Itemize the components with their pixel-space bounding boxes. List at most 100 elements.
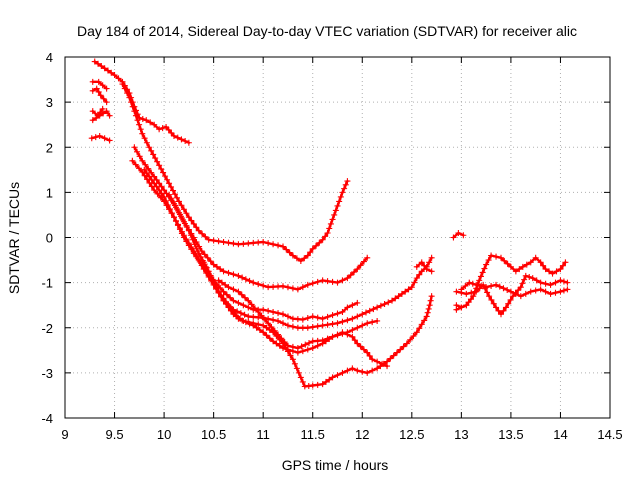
data-point-marker — [165, 126, 172, 133]
data-point-marker — [242, 294, 249, 301]
data-point-marker — [132, 112, 139, 119]
y-tick-label: 1 — [46, 185, 53, 200]
data-point-marker — [427, 297, 434, 304]
data-point-marker — [301, 255, 308, 262]
data-point-marker — [302, 341, 309, 348]
data-point-marker — [450, 234, 457, 241]
series-pass-19 — [458, 279, 571, 300]
data-point-marker — [230, 240, 237, 247]
data-point-marker — [124, 90, 131, 97]
data-point-marker — [165, 202, 172, 209]
data-point-marker — [293, 365, 300, 372]
data-point-marker — [270, 308, 277, 315]
data-point-marker — [479, 269, 486, 276]
data-point-marker — [141, 166, 148, 173]
data-point-marker — [143, 170, 150, 177]
data-point-marker — [424, 309, 431, 316]
data-point-marker — [504, 260, 511, 267]
data-point-marker — [225, 239, 232, 246]
data-point-marker — [537, 259, 544, 266]
data-point-marker — [351, 337, 358, 344]
data-point-marker — [334, 202, 341, 209]
data-point-marker — [500, 307, 507, 314]
data-point-marker — [168, 183, 175, 190]
data-point-marker — [405, 286, 412, 293]
data-point-marker — [93, 85, 100, 92]
data-point-marker — [220, 268, 227, 275]
data-point-marker — [146, 144, 153, 151]
x-tick-label: 10.5 — [201, 427, 226, 442]
data-point-marker — [314, 323, 321, 330]
data-point-marker — [374, 365, 381, 372]
data-point-marker — [349, 327, 356, 334]
data-point-marker — [532, 254, 539, 261]
data-point-marker — [344, 317, 351, 324]
data-point-marker — [289, 323, 296, 330]
data-point-marker — [398, 290, 405, 297]
data-point-marker — [512, 290, 519, 297]
data-point-marker — [389, 297, 395, 304]
data-point-marker — [390, 352, 397, 359]
data-point-marker — [316, 239, 323, 246]
data-point-marker — [185, 214, 192, 221]
data-point-marker — [136, 121, 143, 128]
data-point-marker — [193, 245, 200, 252]
data-point-marker — [304, 346, 311, 353]
data-point-marker — [369, 356, 376, 363]
data-point-marker — [183, 210, 190, 217]
data-point-marker — [369, 319, 376, 326]
y-tick-label: 0 — [46, 231, 53, 246]
data-point-marker — [275, 242, 282, 249]
data-point-marker — [425, 305, 432, 312]
data-point-marker — [455, 229, 462, 236]
data-point-marker — [493, 281, 500, 288]
y-tick-label: 3 — [46, 95, 53, 110]
data-point-marker — [260, 282, 267, 289]
data-point-marker — [326, 376, 333, 383]
data-point-marker — [265, 240, 272, 247]
data-point-marker — [349, 333, 356, 340]
data-point-marker — [458, 286, 465, 293]
data-point-marker — [374, 304, 381, 311]
data-point-marker — [166, 180, 173, 187]
data-point-marker — [309, 323, 316, 330]
data-point-marker — [187, 232, 194, 239]
data-point-marker — [354, 299, 361, 306]
data-point-marker — [507, 288, 514, 295]
data-point-marker — [309, 280, 316, 287]
data-point-marker — [104, 67, 111, 74]
data-point-marker — [529, 275, 536, 282]
data-point-marker — [103, 108, 110, 115]
data-point-marker — [364, 369, 371, 376]
data-point-marker — [309, 382, 316, 389]
data-point-marker — [280, 311, 286, 318]
data-point-marker — [322, 338, 329, 345]
data-point-marker — [173, 206, 180, 213]
data-point-marker — [483, 284, 490, 291]
data-point-marker — [128, 99, 135, 106]
data-point-marker — [319, 315, 326, 322]
data-point-marker — [486, 293, 493, 300]
data-point-marker — [177, 213, 184, 220]
data-point-marker — [322, 378, 329, 385]
data-point-marker — [557, 266, 564, 273]
data-point-marker — [182, 138, 189, 145]
data-point-marker — [381, 301, 388, 308]
data-point-marker — [275, 310, 282, 317]
data-point-marker — [299, 378, 306, 385]
data-point-marker — [557, 288, 564, 295]
data-point-marker — [407, 336, 414, 343]
data-point-marker — [362, 309, 369, 316]
data-point-marker — [235, 299, 242, 306]
data-point-marker — [280, 320, 286, 327]
data-point-marker — [342, 181, 349, 188]
series-pass-14 — [413, 259, 435, 275]
data-point-marker — [344, 178, 351, 185]
data-point-marker — [527, 259, 534, 266]
data-point-marker — [106, 137, 113, 144]
data-point-marker — [500, 285, 507, 292]
x-tick-label: 13.5 — [498, 427, 523, 442]
data-point-marker — [364, 320, 371, 327]
data-point-marker — [176, 226, 183, 233]
data-point-marker — [181, 220, 188, 227]
